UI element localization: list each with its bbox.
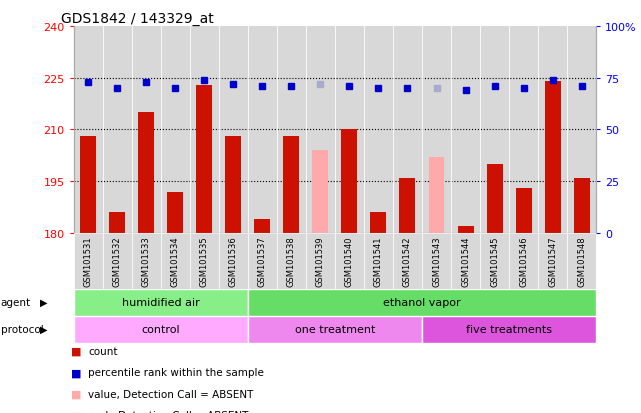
Bar (574, 178, 590, 233)
Bar (342, 130, 358, 233)
Text: humidified air: humidified air (122, 297, 199, 308)
Text: GSM101537: GSM101537 (258, 236, 267, 287)
Text: ■: ■ (71, 411, 81, 413)
Text: value, Detection Call = ABSENT: value, Detection Call = ABSENT (88, 389, 254, 399)
Bar (219, 233, 248, 289)
Bar (161, 233, 190, 289)
Bar (74, 316, 248, 343)
Text: agent: agent (1, 297, 31, 308)
Text: count: count (88, 346, 118, 356)
Text: GSM101540: GSM101540 (345, 236, 354, 287)
Bar (458, 226, 474, 233)
Text: GSM101548: GSM101548 (577, 236, 586, 287)
Text: GSM101542: GSM101542 (403, 236, 412, 287)
Text: GSM101531: GSM101531 (84, 236, 93, 287)
Bar (248, 316, 422, 343)
Text: GSM101541: GSM101541 (374, 236, 383, 287)
Bar (422, 233, 451, 289)
Text: ▶: ▶ (40, 324, 47, 335)
Text: GSM101546: GSM101546 (519, 236, 528, 287)
Text: control: control (142, 324, 180, 335)
Bar (132, 233, 161, 289)
Bar (167, 192, 183, 233)
Bar (80, 137, 96, 233)
Bar (487, 164, 503, 233)
Bar (74, 233, 103, 289)
Bar (277, 233, 306, 289)
Text: GSM101532: GSM101532 (113, 236, 122, 287)
Bar (109, 213, 125, 233)
Text: ■: ■ (71, 389, 81, 399)
Bar (226, 137, 241, 233)
Bar (509, 233, 538, 289)
Bar (399, 178, 415, 233)
Text: ▶: ▶ (40, 297, 47, 308)
Bar (451, 233, 480, 289)
Text: GSM101538: GSM101538 (287, 236, 296, 287)
Bar (248, 289, 596, 316)
Text: GSM101534: GSM101534 (171, 236, 179, 287)
Text: protocol: protocol (1, 324, 44, 335)
Bar (196, 85, 212, 233)
Text: five treatments: five treatments (466, 324, 552, 335)
Text: GSM101536: GSM101536 (229, 236, 238, 287)
Bar (254, 220, 271, 233)
Bar (422, 316, 596, 343)
Bar (190, 233, 219, 289)
Bar (74, 289, 248, 316)
Text: GSM101535: GSM101535 (200, 236, 209, 287)
Bar (364, 233, 393, 289)
Bar (138, 113, 154, 233)
Bar (312, 151, 328, 233)
Text: one treatment: one treatment (295, 324, 375, 335)
Bar (545, 82, 561, 233)
Text: GSM101547: GSM101547 (548, 236, 557, 287)
Bar (393, 233, 422, 289)
Bar (103, 233, 132, 289)
Bar (248, 233, 277, 289)
Bar (370, 213, 387, 233)
Text: GSM101543: GSM101543 (432, 236, 441, 287)
Text: GSM101544: GSM101544 (461, 236, 470, 287)
Bar (306, 233, 335, 289)
Bar (538, 233, 567, 289)
Text: ■: ■ (71, 346, 81, 356)
Text: GSM101539: GSM101539 (316, 236, 325, 287)
Text: GDS1842 / 143329_at: GDS1842 / 143329_at (61, 12, 213, 26)
Text: rank, Detection Call = ABSENT: rank, Detection Call = ABSENT (88, 411, 249, 413)
Bar (515, 189, 531, 233)
Bar (480, 233, 509, 289)
Text: percentile rank within the sample: percentile rank within the sample (88, 368, 264, 377)
Text: ethanol vapor: ethanol vapor (383, 297, 461, 308)
Text: GSM101545: GSM101545 (490, 236, 499, 287)
Text: ■: ■ (71, 368, 81, 377)
Bar (567, 233, 596, 289)
Bar (429, 158, 444, 233)
Text: GSM101533: GSM101533 (142, 236, 151, 287)
Bar (283, 137, 299, 233)
Bar (335, 233, 364, 289)
